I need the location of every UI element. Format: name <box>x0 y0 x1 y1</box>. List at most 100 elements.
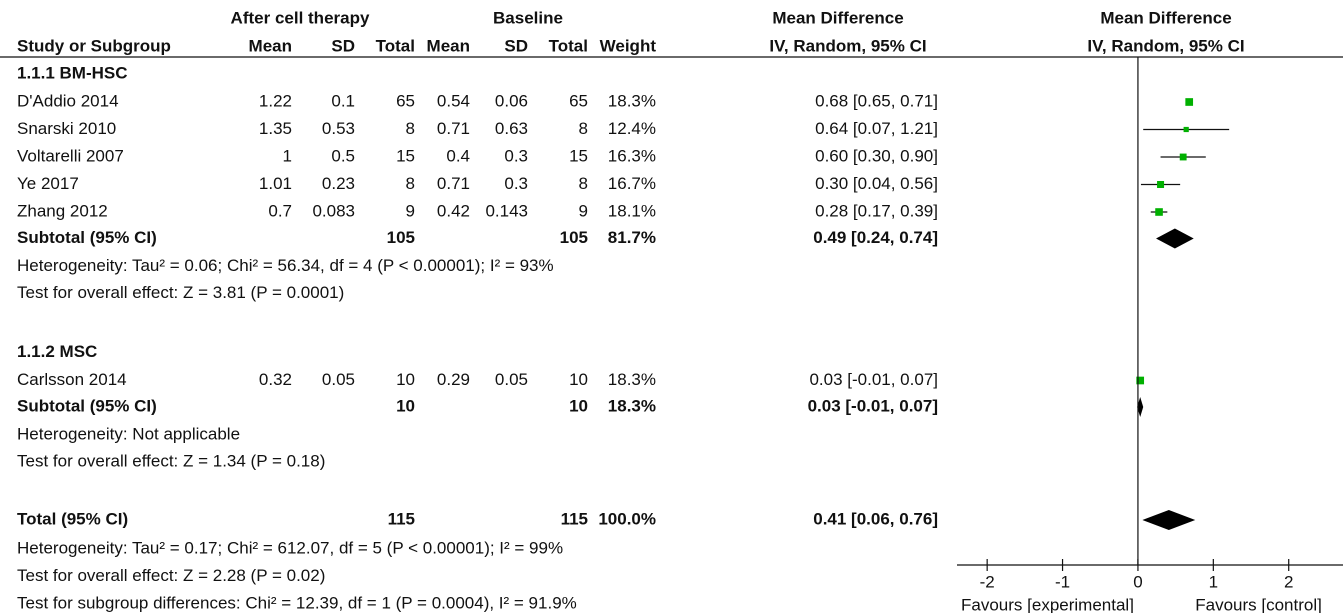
cell: 0.42 <box>437 201 470 220</box>
x-label-right: Favours [control] <box>1195 595 1322 613</box>
cell: 81.7% <box>608 228 656 247</box>
cell: 0.06 <box>495 91 528 110</box>
cell: 0.1 <box>331 91 355 110</box>
cell: 0.53 <box>322 119 355 138</box>
note: Test for overall effect: Z = 2.28 (P = 0… <box>17 566 325 585</box>
cell: 65 <box>569 91 588 110</box>
note: Test for overall effect: Z = 1.34 (P = 0… <box>17 451 325 470</box>
cell: 0.05 <box>322 370 355 389</box>
subgroup-title: 1.1.1 BM-HSC <box>17 63 128 82</box>
pooled-diamond <box>1142 510 1196 530</box>
x-tick-label: -2 <box>980 572 995 591</box>
row-label: D'Addio 2014 <box>17 91 119 110</box>
cell: 0.03 [-0.01, 0.07] <box>808 396 938 415</box>
cell: 9 <box>406 201 415 220</box>
cell: 10 <box>396 396 415 415</box>
cell: 0.68 [0.65, 0.71] <box>815 91 938 110</box>
group-header: Mean Difference <box>772 8 903 27</box>
column-header: Mean <box>427 36 470 55</box>
row-label: Total (95% CI) <box>17 509 128 528</box>
cell: 1 <box>283 146 292 165</box>
cell: 0.71 <box>437 119 470 138</box>
cell: 15 <box>569 146 588 165</box>
cell: 10 <box>396 370 415 389</box>
row-label: Subtotal (95% CI) <box>17 396 157 415</box>
x-label-left: Favours [experimental] <box>961 595 1134 613</box>
cell: 115 <box>561 509 588 528</box>
cell: 100.0% <box>598 509 656 528</box>
cell: 105 <box>387 228 415 247</box>
cell: 0.71 <box>437 174 470 193</box>
cell: 8 <box>579 119 588 138</box>
cell: 65 <box>396 91 415 110</box>
cell: 18.3% <box>608 91 656 110</box>
cell: 0.28 [0.17, 0.39] <box>815 201 938 220</box>
study-square <box>1185 98 1194 106</box>
cell: 18.1% <box>608 201 656 220</box>
cell: 12.4% <box>608 119 656 138</box>
cell: 9 <box>579 201 588 220</box>
cell: 0.23 <box>322 174 355 193</box>
cell: 0.5 <box>331 146 355 165</box>
study-square <box>1183 126 1189 133</box>
row-label: Ye 2017 <box>17 174 79 193</box>
note: Test for overall effect: Z = 3.81 (P = 0… <box>17 283 344 302</box>
cell: 0.4 <box>446 146 470 165</box>
cell: 0.7 <box>268 201 292 220</box>
cell: 18.3% <box>608 396 656 415</box>
cell: 10 <box>569 370 588 389</box>
cell: 0.29 <box>437 370 470 389</box>
subgroup-title: 1.1.2 MSC <box>17 342 97 361</box>
cell: 0.3 <box>504 146 528 165</box>
column-header: Study or Subgroup <box>17 36 171 55</box>
cell: 115 <box>388 509 415 528</box>
study-square <box>1136 376 1145 385</box>
study-square <box>1157 180 1165 189</box>
cell: 8 <box>406 119 415 138</box>
note: Heterogeneity: Tau² = 0.06; Chi² = 56.34… <box>17 256 554 275</box>
pooled-diamond <box>1156 228 1194 249</box>
column-header: IV, Random, 95% CI <box>1087 36 1244 55</box>
note: Heterogeneity: Not applicable <box>17 424 240 443</box>
cell: 16.3% <box>608 146 656 165</box>
note: Test for subgroup differences: Chi² = 12… <box>17 593 577 612</box>
column-header: Weight <box>600 36 657 55</box>
cell: 8 <box>406 174 415 193</box>
note: Heterogeneity: Tau² = 0.17; Chi² = 612.0… <box>17 538 563 557</box>
study-square <box>1155 208 1163 216</box>
cell: 105 <box>560 228 588 247</box>
cell: 0.143 <box>485 201 528 220</box>
column-header: SD <box>504 36 528 55</box>
cell: 0.63 <box>495 119 528 138</box>
cell: 8 <box>579 174 588 193</box>
cell: 0.3 <box>504 174 528 193</box>
row-label: Zhang 2012 <box>17 201 108 220</box>
cell: 0.49 [0.24, 0.74] <box>813 228 938 247</box>
cell: 16.7% <box>608 174 656 193</box>
study-square <box>1179 153 1187 161</box>
cell: 0.30 [0.04, 0.56] <box>815 174 938 193</box>
cell: 0.54 <box>437 91 470 110</box>
cell: 10 <box>569 396 588 415</box>
cell: 0.083 <box>312 201 355 220</box>
column-header: SD <box>331 36 355 55</box>
row-label: Voltarelli 2007 <box>17 146 124 165</box>
column-header: IV, Random, 95% CI <box>769 36 926 55</box>
cell: 0.03 [-0.01, 0.07] <box>809 370 938 389</box>
cell: 15 <box>396 146 415 165</box>
x-tick-label: 1 <box>1209 572 1218 591</box>
group-header: Baseline <box>493 8 563 27</box>
cell: 0.64 [0.07, 1.21] <box>815 119 938 138</box>
group-header: Mean Difference <box>1100 8 1231 27</box>
column-header: Mean <box>249 36 292 55</box>
cell: 1.01 <box>259 174 292 193</box>
cell: 18.3% <box>608 370 656 389</box>
cell: 0.32 <box>259 370 292 389</box>
pooled-diamond <box>1137 397 1144 417</box>
cell: 1.35 <box>259 119 292 138</box>
cell: 0.60 [0.30, 0.90] <box>815 146 938 165</box>
cell: 1.22 <box>259 91 292 110</box>
column-header: Total <box>549 36 588 55</box>
cell: 0.05 <box>495 370 528 389</box>
